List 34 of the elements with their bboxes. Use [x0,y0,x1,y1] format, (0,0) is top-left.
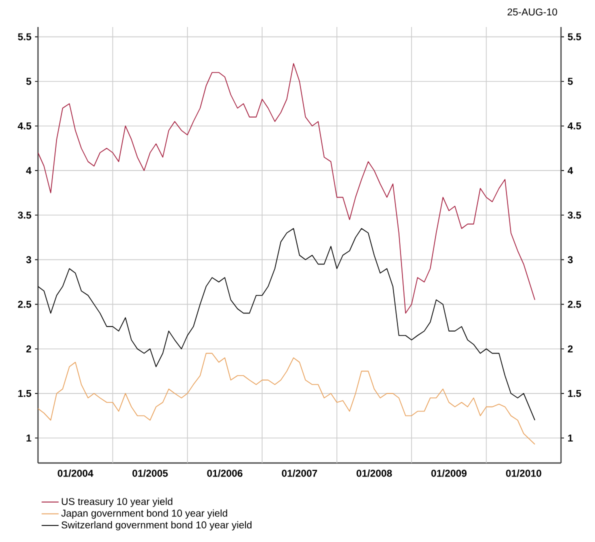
x-tick-label: 01/2004 [58,470,94,477]
y2-tick-label: 1 [568,434,573,442]
y-tick-label: 4.5 [18,122,32,130]
x-tick-label: 01/2010 [506,470,542,477]
y2-tick-label: 3 [568,256,573,264]
y2-tick-label: 5 [568,78,573,85]
x-tick-label: 01/2009 [431,470,467,477]
y2-tick-label: 2.5 [568,300,582,308]
x-tick-label: 01/2007 [282,470,318,477]
y-tick-label: 2.5 [18,300,32,308]
chart-title: 25-AUG-10 [508,8,558,16]
legend-label: Switzerland government bond 10 year yield [62,521,252,530]
y-tick-label: 3 [26,256,32,264]
x-tick-label: 01/2008 [356,470,392,477]
y-tick-label: 5.5 [18,33,32,40]
y-tick-label: 2 [26,345,32,352]
y-tick-label: 5 [26,78,32,85]
line-series [38,228,536,421]
legend-label: Japan government bond 10 year yield [61,509,228,519]
x-tick-label: 01/2006 [207,470,242,477]
line-series [38,63,536,314]
y2-tick-label: 4.5 [568,122,582,130]
y-tick-label: 3.5 [18,212,32,219]
legend-label: US treasury 10 year yield [62,498,172,507]
y2-tick-label: 1.5 [568,390,582,397]
y2-tick-label: 3.5 [568,212,582,219]
x-tick-label: 01/2005 [132,470,168,477]
line-series [38,352,536,445]
y-tick-label: 4 [26,167,32,174]
y-tick-label: 1 [26,434,32,442]
y2-tick-label: 5.5 [568,33,582,40]
y-tick-label: 1.5 [18,390,32,397]
y2-tick-label: 2 [568,345,573,352]
y2-tick-label: 4 [568,167,573,174]
